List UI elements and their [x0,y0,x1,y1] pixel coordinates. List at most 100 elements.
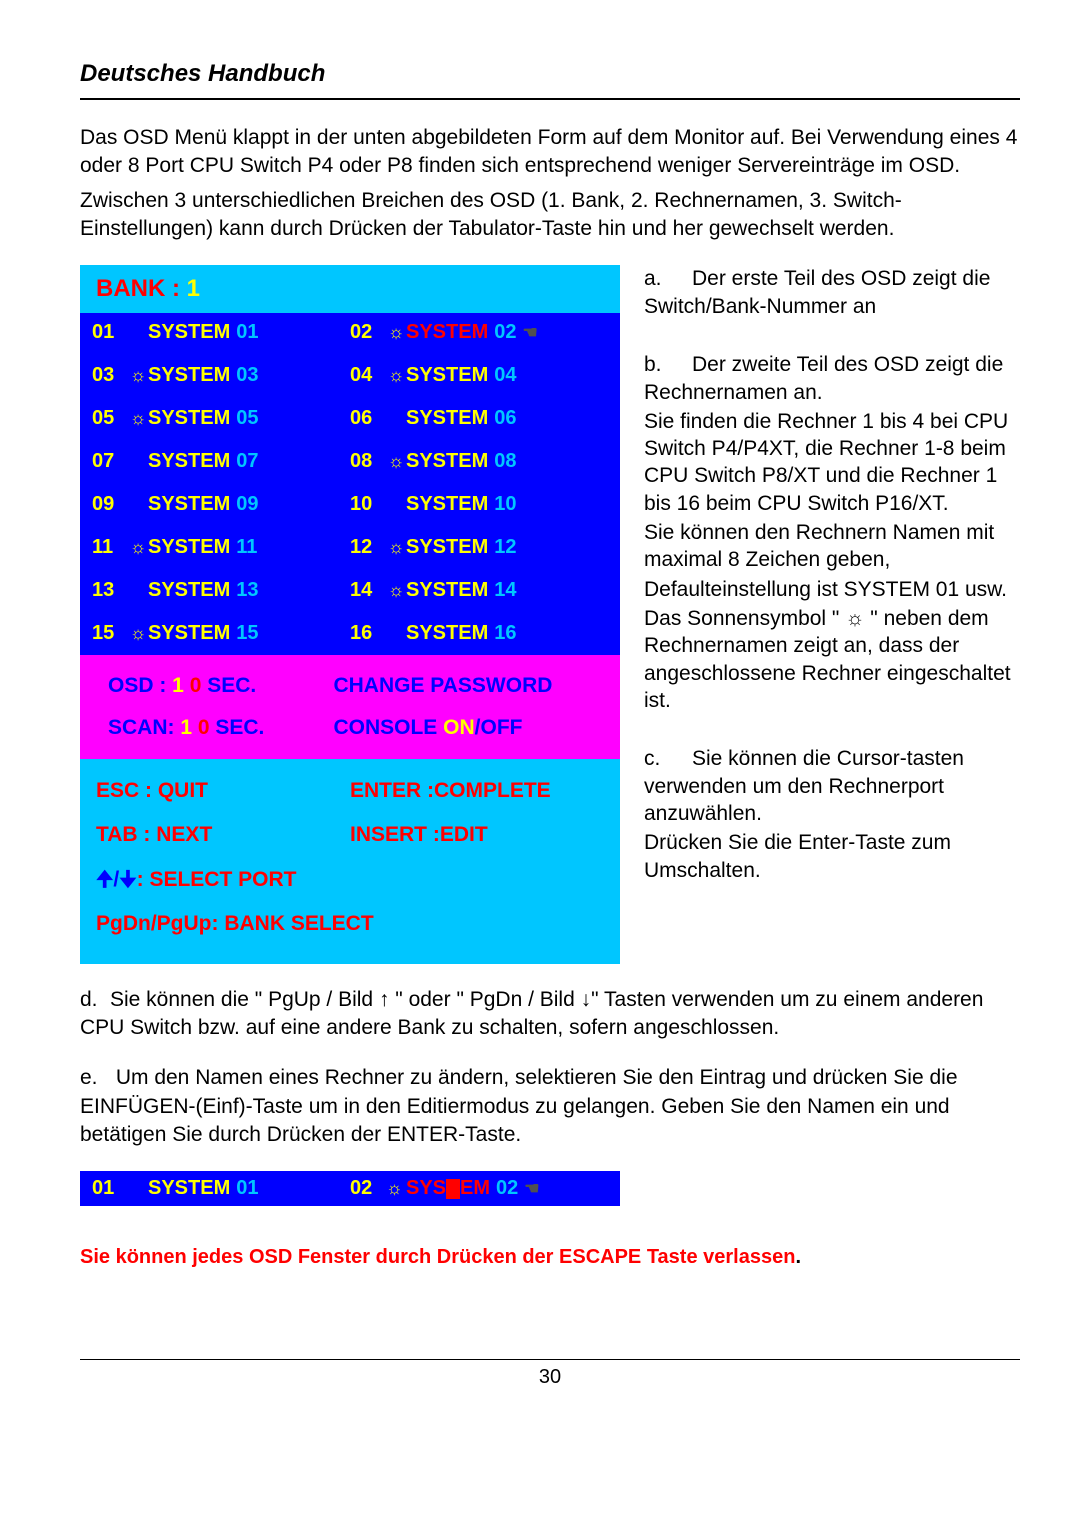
side-text-b3: Sie können den Rechnern Namen mit maxima… [644,519,1020,574]
system-suffix: 08 [494,450,516,473]
system-entry[interactable]: 13☼SYSTEM13 [92,579,350,602]
page-title: Deutsches Handbuch [80,60,1020,100]
osd-time-d1: 1 [172,674,190,697]
side-text-a: Der erste Teil des OSD zeigt die Switch/… [644,267,990,317]
system-entry[interactable]: 02☼SYSTEM02☚ [350,321,608,344]
system-number: 08 [350,450,386,473]
bank-number: 1 [187,275,200,302]
intro-para-2: Zwischen 3 unterschiedlichen Breichen de… [80,187,1020,244]
system-suffix: 13 [236,579,258,602]
osd-sec-label: SEC. [201,674,256,697]
system-suffix: 12 [494,536,516,559]
system-suffix: 07 [236,450,258,473]
system-entry[interactable]: 01☼SYSTEM01 [92,321,350,344]
system-number: 12 [350,536,386,559]
after-list: d.Sie können die " PgUp / Bild ↑ " oder … [80,986,1020,1150]
system-entry[interactable]: 06☼SYSTEM06 [350,407,608,430]
system-number: 03 [92,364,128,387]
system-entry[interactable]: 04☼SYSTEM04 [350,364,608,387]
system-entry[interactable]: 05☼SYSTEM05 [92,407,350,430]
console-on[interactable]: ON [443,716,475,739]
system-number: 14 [350,579,386,602]
system-number: 05 [92,407,128,430]
system-name: SYSTEM [148,321,230,344]
after-letter-e: e. [80,1064,110,1092]
hand-left-icon: ☚ [524,1179,539,1199]
ex-left-suf: 01 [236,1177,258,1200]
system-name: SYSTEM [406,321,488,344]
ex-right-num: 02 [350,1177,386,1200]
side-text-b4: Defaulteinstellung ist SYSTEM 01 usw. [644,576,1020,603]
sun-icon: ☼ [386,537,406,558]
esc-quit-hint: ESC : QUIT [96,769,350,813]
system-name: SYSTEM [406,579,488,602]
system-name: SYSTEM [148,622,230,645]
sun-icon: ☼ [128,365,148,386]
system-name: SYSTEM [406,364,488,387]
ex-left-name: SYSTEM [148,1177,230,1200]
side-letter-b: b. [644,351,692,378]
system-number: 04 [350,364,386,387]
system-entry[interactable]: 08☼SYSTEM08 [350,450,608,473]
system-entry[interactable]: 16☼SYSTEM16 [350,622,608,645]
intro-para-1: Das OSD Menü klappt in der unten abgebil… [80,124,1020,181]
system-entry[interactable]: 12☼SYSTEM12 [350,536,608,559]
edit-example-left: 01 ☼ SYSTEM 01 [92,1177,350,1200]
sun-icon: ☼ [386,451,406,472]
system-entry[interactable]: 14☼SYSTEM14 [350,579,608,602]
system-name: SYSTEM [148,493,230,516]
text-cursor-icon [446,1179,460,1199]
system-number: 07 [92,450,128,473]
ex-right-suf: 02 [496,1177,518,1200]
hand-left-icon: ☚ [523,323,538,343]
console-off[interactable]: OFF [480,716,522,739]
system-number: 10 [350,493,386,516]
system-number: 06 [350,407,386,430]
edit-example-row: 01 ☼ SYSTEM 01 02 ☼ SYSEM 02 ☚ [80,1171,620,1206]
system-entry[interactable]: 10☼SYSTEM10 [350,493,608,516]
ex-right-pre: SYS [406,1177,446,1200]
bank-label: BANK : [96,275,187,302]
side-text-c1: Sie können die Cursor-tasten verwenden u… [644,747,964,825]
change-password-label[interactable]: CHANGE PASSWORD [333,665,604,707]
system-entry[interactable]: 15☼SYSTEM15 [92,622,350,645]
system-suffix: 04 [494,364,516,387]
system-name: SYSTEM [148,407,230,430]
system-suffix: 14 [494,579,516,602]
system-name: SYSTEM [148,536,230,559]
enter-complete-hint: ENTER :COMPLETE [350,769,604,813]
system-number: 16 [350,622,386,645]
side-text-c2: Drücken Sie die Enter-Taste zum Umschalt… [644,829,1020,884]
system-suffix: 06 [494,407,516,430]
osd-systems-grid: 01☼SYSTEM0102☼SYSTEM02☚03☼SYSTEM0304☼SYS… [80,313,620,655]
system-entry[interactable]: 07☼SYSTEM07 [92,450,350,473]
osd-time-label: OSD : [108,674,172,697]
side-text-b5: Das Sonnensymbol " ☼ " neben dem Rechner… [644,605,1020,714]
system-suffix: 09 [236,493,258,516]
scan-sec-label: SEC. [210,716,265,739]
system-name: SYSTEM [406,450,488,473]
system-suffix: 03 [236,364,258,387]
scan-time-label: SCAN: [108,716,180,739]
system-number: 13 [92,579,128,602]
system-name: SYSTEM [406,493,488,516]
sun-icon: ☼ [128,623,148,644]
system-number: 15 [92,622,128,645]
ex-right-post: EM [460,1177,490,1200]
osd-settings-section: OSD : 1 0 SEC. CHANGE PASSWORD SCAN: 1 0… [80,655,620,759]
arrow-up-down-icons: 🠉/🠋 [96,868,137,891]
edit-example-right[interactable]: 02 ☼ SYSEM 02 ☚ [350,1177,608,1200]
select-port-hint: : SELECT PORT [137,868,297,891]
system-number: 09 [92,493,128,516]
ex-left-num: 01 [92,1177,128,1200]
system-suffix: 16 [494,622,516,645]
console-label: CONSOLE [333,716,443,739]
system-suffix: 11 [236,536,257,559]
system-entry[interactable]: 11☼SYSTEM11 [92,536,350,559]
system-number: 01 [92,321,128,344]
side-letter-a: a. [644,265,692,292]
osd-time-d2: 0 [190,674,202,697]
system-entry[interactable]: 09☼SYSTEM09 [92,493,350,516]
system-entry[interactable]: 03☼SYSTEM03 [92,364,350,387]
side-text-b2: Sie finden die Rechner 1 bis 4 bei CPU S… [644,408,1020,517]
